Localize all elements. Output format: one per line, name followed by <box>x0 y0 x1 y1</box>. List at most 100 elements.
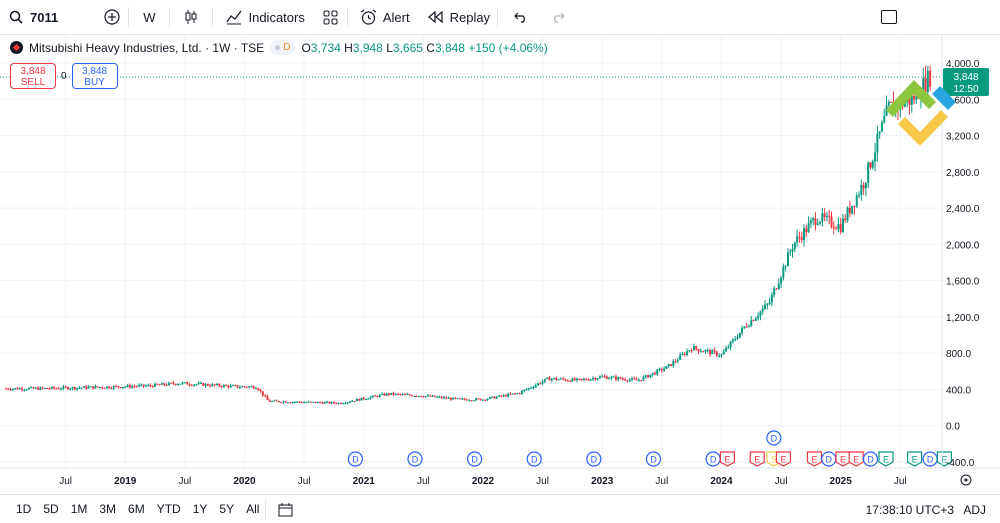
compare-button[interactable] <box>65 0 128 35</box>
candle-body <box>99 387 102 389</box>
dividend-marker[interactable]: D <box>467 451 483 467</box>
event-markers[interactable]: D D D D D D D E E S EDE D E E D E E D E <box>347 430 953 467</box>
clock[interactable]: 17:38:10 UTC+3 <box>865 502 954 517</box>
candle-body <box>665 365 668 369</box>
range-button-3m[interactable]: 3M <box>99 502 117 516</box>
candle-body <box>468 400 471 402</box>
chart-type-button[interactable] <box>170 0 212 35</box>
price-tick-label: 1,200.0 <box>946 313 980 324</box>
dividend-marker[interactable]: D <box>705 451 721 467</box>
candle-body <box>413 395 416 397</box>
candle-body <box>908 97 911 105</box>
candle-body <box>681 353 684 355</box>
rewind-icon <box>427 8 445 26</box>
candle-body <box>910 95 913 105</box>
candles <box>5 65 932 405</box>
candle-body <box>442 397 445 399</box>
candle-body <box>188 384 191 386</box>
earnings-marker[interactable]: E <box>907 451 923 467</box>
buy-button[interactable]: 3,848 BUY <box>71 63 118 89</box>
candle-body <box>903 102 906 107</box>
earnings-marker[interactable]: E <box>749 451 765 467</box>
candle-body <box>445 397 448 399</box>
undo-button[interactable] <box>498 0 537 35</box>
source-badge[interactable]: D <box>270 40 296 55</box>
templates-button[interactable] <box>312 0 347 35</box>
dividend-marker[interactable]: D <box>347 451 363 467</box>
sell-button[interactable]: 3,848 SELL <box>10 63 56 89</box>
range-button-5d[interactable]: 5D <box>43 502 59 516</box>
candle-body <box>860 185 863 195</box>
candle-body <box>328 401 331 404</box>
auto-scale-button[interactable] <box>960 474 972 486</box>
range-button-1d[interactable]: 1D <box>16 502 32 516</box>
earnings-marker[interactable]: E <box>719 451 736 467</box>
fullscreen-button[interactable] <box>881 10 897 24</box>
interval-button[interactable]: W <box>129 0 169 35</box>
alert-button[interactable]: Alert <box>348 0 417 35</box>
candle-body <box>381 393 384 395</box>
earnings-marker[interactable]: E <box>806 451 823 467</box>
candle-body <box>378 394 381 397</box>
candle-body <box>273 400 276 402</box>
undo-icon <box>512 8 530 26</box>
candle-body <box>254 388 257 390</box>
price-chart[interactable]: D D D D D D D E E S EDE D E E D E E D E 4,000.03,600.03,20… <box>0 36 1000 494</box>
earnings-marker[interactable]: E <box>775 451 792 467</box>
earnings-marker[interactable]: E <box>848 451 864 467</box>
dividend-marker[interactable]: D <box>526 451 542 467</box>
candle-body <box>316 402 319 404</box>
range-button-6m[interactable]: 6M <box>128 502 145 516</box>
svg-text:E: E <box>811 455 817 465</box>
dividend-marker[interactable]: D <box>645 451 662 467</box>
candle-body <box>365 399 368 401</box>
dividend-marker[interactable]: D <box>922 451 938 467</box>
time-tick-label: Jul <box>894 476 907 487</box>
dividend-marker[interactable]: D <box>766 430 782 446</box>
candle-body <box>367 398 370 400</box>
redo-button[interactable] <box>537 0 574 35</box>
candle-body <box>697 349 700 352</box>
range-button-5y[interactable]: 5Y <box>219 502 235 516</box>
candle-body <box>738 332 741 338</box>
candle-body <box>73 387 76 390</box>
candle-body <box>463 398 466 400</box>
candle-body <box>50 386 53 389</box>
dividend-marker[interactable]: D <box>821 451 837 467</box>
candle-body <box>525 389 528 391</box>
candle-body <box>289 402 292 404</box>
earnings-marker[interactable]: E <box>878 451 894 467</box>
earnings-marker[interactable]: E <box>936 451 953 467</box>
candle-body <box>729 341 732 348</box>
range-button-1m[interactable]: 1M <box>70 502 88 516</box>
go-to-date-button[interactable] <box>266 492 301 523</box>
dividend-marker[interactable]: D <box>862 451 879 467</box>
candle-body <box>534 385 537 388</box>
range-button-1y[interactable]: 1Y <box>192 502 208 516</box>
candle-body <box>539 383 542 385</box>
time-axis[interactable]: Jul 2019 Jul 2020 Jul 2021 Jul 2022 Jul 2023 Jul 20… <box>59 476 906 487</box>
dividend-marker[interactable]: D <box>407 451 423 467</box>
replay-button[interactable]: Replay <box>417 0 497 35</box>
candle-body <box>472 400 475 402</box>
divider <box>346 7 348 27</box>
candle-body <box>236 385 239 388</box>
candle-body <box>557 379 560 381</box>
dividend-marker[interactable]: D <box>586 451 602 467</box>
adj-toggle[interactable]: ADJ <box>963 502 986 517</box>
symbol-title[interactable]: Mitsubishi Heavy Industries, Ltd. · 1W ·… <box>29 40 265 55</box>
indicators-button[interactable]: Indicators <box>213 0 311 35</box>
candle-body <box>754 318 757 321</box>
candle-body <box>676 359 679 362</box>
earnings-marker[interactable]: E <box>835 451 851 467</box>
range-button-all[interactable]: All <box>246 502 260 516</box>
candle-body <box>241 386 244 388</box>
candle-body <box>612 376 615 378</box>
candle-body <box>832 226 835 229</box>
symbol-search[interactable]: 7011 <box>0 0 65 35</box>
candle-body <box>369 397 372 399</box>
price-axis[interactable]: 4,000.0 3,600.0 3,200.0 2,800.0 2,400.0 2,000… <box>946 59 980 469</box>
candle-body <box>851 205 854 214</box>
candle-body <box>559 378 562 380</box>
range-button-ytd[interactable]: YTD <box>156 502 181 516</box>
